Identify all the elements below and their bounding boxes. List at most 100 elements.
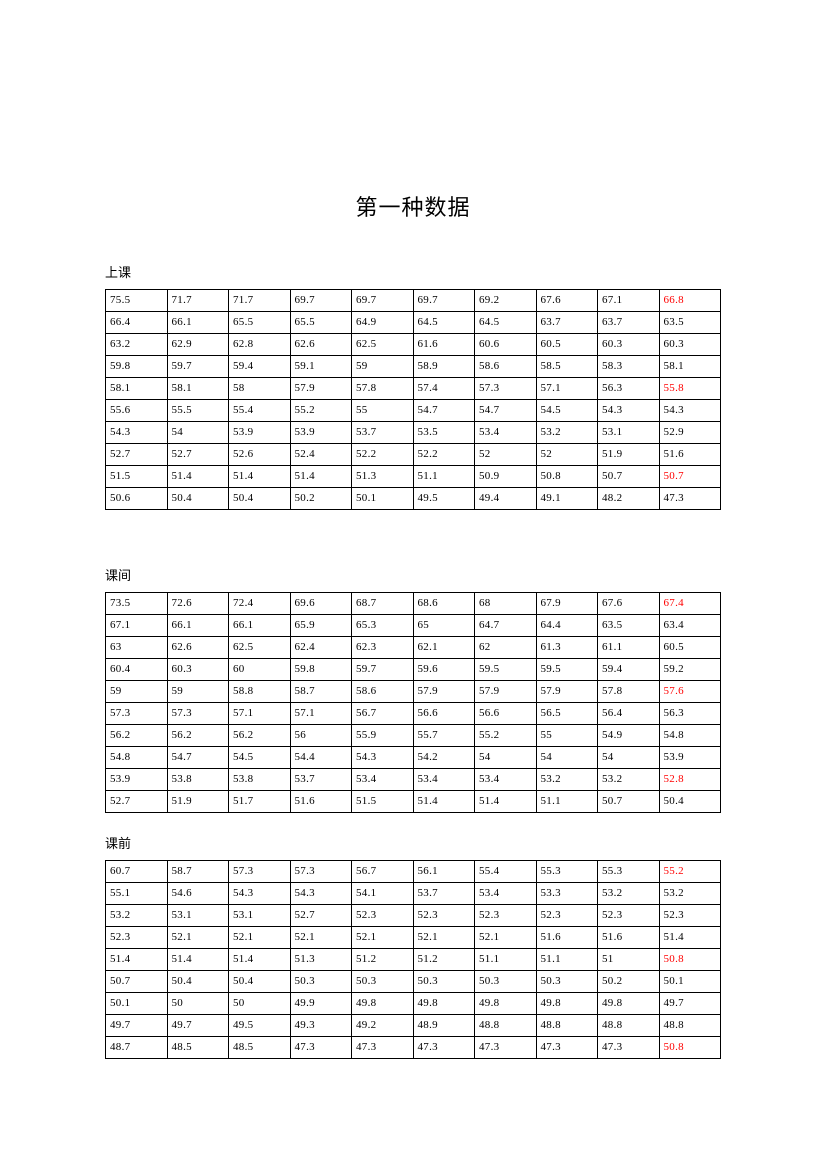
table-row: 66.466.165.565.564.964.564.563.763.763.5 [106,312,721,334]
table-cell: 56.2 [106,725,168,747]
table-cell: 53.9 [659,747,721,769]
table-cell: 72.6 [167,593,229,615]
table-cell: 58.3 [598,356,660,378]
table-row: 57.357.357.157.156.756.656.656.556.456.3 [106,703,721,725]
table-cell: 53.4 [475,883,537,905]
table-cell: 55.1 [106,883,168,905]
table-cell: 53.3 [536,883,598,905]
table-cell: 54 [167,422,229,444]
table-cell: 55.7 [413,725,475,747]
table-cell: 50.4 [167,488,229,510]
table-cell: 51.3 [290,949,352,971]
table-cell: 49.7 [659,993,721,1015]
table-cell: 54.7 [167,747,229,769]
table-cell: 50.8 [536,466,598,488]
table-cell: 67.4 [659,593,721,615]
table-cell: 54.5 [229,747,291,769]
table-cell: 56.1 [413,861,475,883]
table-cell: 59.8 [106,356,168,378]
table-cell: 68.7 [352,593,414,615]
table-cell: 62.4 [290,637,352,659]
table-cell: 71.7 [167,290,229,312]
table-cell: 55 [352,400,414,422]
table-cell: 57.8 [598,681,660,703]
table-cell: 59.4 [229,356,291,378]
table-cell: 54.8 [659,725,721,747]
table-cell: 60.7 [106,861,168,883]
table-cell: 60.5 [536,334,598,356]
table-cell: 54.8 [106,747,168,769]
table-cell: 49.8 [475,993,537,1015]
table-cell: 57.8 [352,378,414,400]
table-cell: 47.3 [659,488,721,510]
table-cell: 58.7 [167,861,229,883]
table-cell: 57.9 [475,681,537,703]
table-cell: 48.5 [229,1037,291,1059]
table-cell: 53.9 [290,422,352,444]
table-cell: 52 [536,444,598,466]
table-cell: 52.6 [229,444,291,466]
table-cell: 53.8 [229,769,291,791]
table-cell: 50.3 [290,971,352,993]
table-cell: 52.7 [167,444,229,466]
table-cell: 54.6 [167,883,229,905]
table-cell: 47.3 [598,1037,660,1059]
table-cell: 48.8 [659,1015,721,1037]
table-row: 50.1505049.949.849.849.849.849.849.7 [106,993,721,1015]
table-cell: 57.3 [106,703,168,725]
section-gap [105,813,721,823]
table-cell: 51.4 [475,791,537,813]
table-cell: 55.5 [167,400,229,422]
table-cell: 72.4 [229,593,291,615]
table-cell: 65.5 [290,312,352,334]
table-cell: 50.4 [229,488,291,510]
table-cell: 62.5 [352,334,414,356]
table-cell: 63.7 [536,312,598,334]
table-cell: 56.3 [659,703,721,725]
table-cell: 52.3 [536,905,598,927]
table-row: 53.253.153.152.752.352.352.352.352.352.3 [106,905,721,927]
table-row: 55.154.654.354.354.153.753.453.353.253.2 [106,883,721,905]
table-cell: 59.2 [659,659,721,681]
table-cell: 52.2 [352,444,414,466]
table-cell: 51.4 [413,791,475,813]
table-cell: 59.5 [536,659,598,681]
table-cell: 58.6 [352,681,414,703]
table-cell: 59 [106,681,168,703]
table-cell: 54.7 [475,400,537,422]
table-cell: 60.6 [475,334,537,356]
table-cell: 52.1 [413,927,475,949]
table-cell: 56.6 [413,703,475,725]
table-row: 51.551.451.451.451.351.150.950.850.750.7 [106,466,721,488]
table-cell: 66.4 [106,312,168,334]
table-cell: 56.2 [167,725,229,747]
table-cell: 66.1 [167,615,229,637]
table-cell: 56.4 [598,703,660,725]
table-cell: 53.2 [106,905,168,927]
table-cell: 50.3 [536,971,598,993]
table-row: 53.953.853.853.753.453.453.453.253.252.8 [106,769,721,791]
table-cell: 49.3 [290,1015,352,1037]
data-table: 73.572.672.469.668.768.66867.967.667.467… [105,592,721,813]
table-cell: 54.3 [290,883,352,905]
table-cell: 62.8 [229,334,291,356]
table-cell: 47.3 [352,1037,414,1059]
table-cell: 61.3 [536,637,598,659]
table-cell: 64.7 [475,615,537,637]
table-row: 6362.662.562.462.362.16261.361.160.5 [106,637,721,659]
section-label: 上课 [105,262,721,281]
table-cell: 54.3 [598,400,660,422]
table-cell: 49.2 [352,1015,414,1037]
table-cell: 63.2 [106,334,168,356]
table-cell: 50.8 [659,1037,721,1059]
table-cell: 48.9 [413,1015,475,1037]
table-cell: 53.7 [290,769,352,791]
page-title: 第一种数据 [105,190,721,222]
table-cell: 51.7 [229,791,291,813]
table-row: 51.451.451.451.351.251.251.151.15150.8 [106,949,721,971]
table-cell: 75.5 [106,290,168,312]
table-cell: 53.5 [413,422,475,444]
table-cell: 59.1 [290,356,352,378]
table-cell: 52.3 [598,905,660,927]
table-cell: 52 [475,444,537,466]
